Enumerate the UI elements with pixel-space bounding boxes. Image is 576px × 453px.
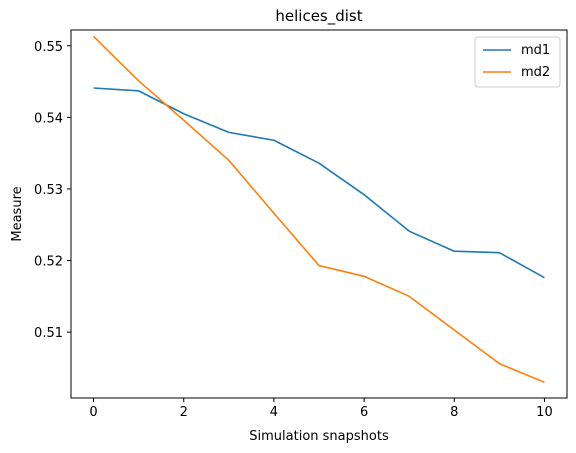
x-tick-label: 10 bbox=[536, 405, 553, 420]
y-tick-label: 0.54 bbox=[34, 111, 63, 126]
chart-title: helices_dist bbox=[275, 7, 362, 26]
x-axis-ticks: 0 2 4 6 8 10 bbox=[89, 398, 553, 420]
y-axis-ticks: 0.51 0.52 0.53 0.54 0.55 bbox=[34, 40, 71, 341]
series-lines bbox=[92, 35, 545, 383]
legend: md1 md2 bbox=[474, 36, 561, 88]
legend-label-md2: md2 bbox=[521, 65, 550, 80]
y-tick-label: 0.52 bbox=[34, 255, 63, 270]
y-tick-label: 0.53 bbox=[34, 183, 63, 198]
legend-label-md1: md1 bbox=[521, 43, 550, 58]
x-tick-label: 6 bbox=[360, 405, 368, 420]
x-tick-label: 2 bbox=[180, 405, 188, 420]
series-line-md2 bbox=[92, 35, 545, 383]
x-tick-label: 0 bbox=[89, 405, 97, 420]
plot-frame bbox=[70, 29, 568, 399]
x-tick-label: 8 bbox=[450, 405, 458, 420]
x-tick-label: 4 bbox=[270, 405, 278, 420]
y-tick-label: 0.55 bbox=[34, 40, 63, 55]
x-axis-label: Simulation snapshots bbox=[249, 429, 389, 444]
y-axis-label: Measure bbox=[10, 186, 25, 241]
y-tick-label: 0.51 bbox=[34, 326, 63, 341]
